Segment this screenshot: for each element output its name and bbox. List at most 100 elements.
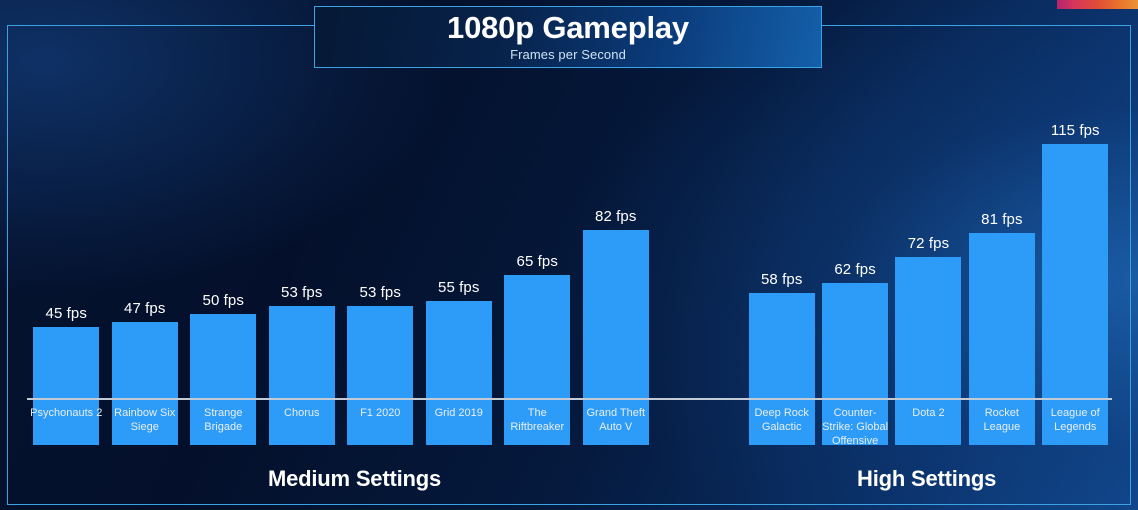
bar-column: 58 fps <box>745 115 818 445</box>
page-title: 1080p Gameplay <box>447 9 689 45</box>
bar <box>748 293 815 445</box>
bar <box>347 306 414 445</box>
chart-baseline-axis <box>27 398 1112 400</box>
bar-column: 45 fps <box>27 115 106 445</box>
bar-category-label-line: Counter- <box>833 407 877 419</box>
bar <box>268 306 335 445</box>
bar-cell: 65 fps The Riftbreaker <box>498 70 577 445</box>
bar-value-label: 58 fps <box>760 271 803 288</box>
bar-category-label-line: Riftbreaker <box>510 420 565 433</box>
bar-category-label-line: Grid 2019 <box>434 407 483 419</box>
bar-value-label: 53 fps <box>359 284 401 301</box>
bar-category-label: Rocket League <box>955 407 1049 435</box>
bar-category-label-line: Siege <box>130 420 159 433</box>
bar-category-label-line: Rocket <box>984 407 1019 419</box>
bar-category-label-line: Psychonauts 2 <box>30 407 103 419</box>
bar <box>425 301 492 445</box>
bar <box>582 230 649 445</box>
bar <box>1042 144 1109 445</box>
caption-medium-settings: Medium Settings <box>268 466 442 491</box>
bar-cell: 45 fps Psychonauts 2 <box>27 70 106 445</box>
bar <box>968 233 1035 445</box>
bar-cell: 55 fps Grid 2019 <box>420 70 499 445</box>
bar <box>895 257 962 445</box>
bar-column: 72 fps <box>892 115 965 445</box>
bar-category-label: Rainbow Six Siege <box>98 407 192 435</box>
bar-value-label: 81 fps <box>981 211 1023 228</box>
page-subtitle: Frames per Second <box>510 47 626 63</box>
bar-category-label: League of Legends <box>1028 407 1122 435</box>
bar-value-label: 53 fps <box>281 284 323 301</box>
bar-category-label-line: League of <box>1050 407 1100 419</box>
title-plate: 1080p Gameplay Frames per Second <box>314 6 822 68</box>
bar-cell: 53 fps F1 2020 <box>341 70 420 445</box>
bar-group-high-settings: 58 fps Deep Rock Galactic 62 fps Counter- Str… <box>745 70 1112 447</box>
bar-column: 81 fps <box>965 115 1038 445</box>
bar-category-label-line: Offensive <box>831 434 879 447</box>
bar-category-label-line: Strange <box>203 407 243 419</box>
bar-column: 55 fps <box>420 115 499 445</box>
fps-bar-chart: 45 fps Psychonauts 2 47 fps Rainbow Six Sieg… <box>27 70 1112 447</box>
bar-cell: 47 fps Rainbow Six Siege <box>106 70 185 445</box>
bar-value-label: 82 fps <box>595 208 637 225</box>
bar-value-label: 47 fps <box>124 300 166 317</box>
bar-category-label: Deep Rock Galactic <box>735 407 829 435</box>
bar-category-label: Counter- Strike: Global Offensive <box>808 407 902 448</box>
bar-value-label: 45 fps <box>45 305 87 322</box>
bar-category-label-line: Auto V <box>599 420 633 433</box>
bar-column: 82 fps <box>577 115 656 445</box>
bar-category-label-line: Strike: Global <box>822 420 889 433</box>
bar-category-label: F1 2020 <box>333 407 427 421</box>
bar-column: 115 fps <box>1039 115 1112 445</box>
bar <box>190 314 257 445</box>
chart-bar-groups: 45 fps Psychonauts 2 47 fps Rainbow Six Sieg… <box>27 70 1112 447</box>
brand-gradient-strip <box>1057 0 1138 9</box>
bar-category-label-line: The <box>527 407 547 419</box>
bar-value-label: 72 fps <box>907 235 950 252</box>
bar-value-label: 115 fps <box>1050 122 1100 139</box>
bar-column: 50 fps <box>184 115 263 445</box>
bar-category-label: Strange Brigade <box>176 407 270 435</box>
bar-value-label: 55 fps <box>438 279 480 296</box>
bar-category-label-line: Dota 2 <box>912 407 945 419</box>
bar-cell: 62 fps Counter- Strike: Global Offensive <box>818 70 891 447</box>
bar-category-label-line: Rainbow Six <box>114 407 176 419</box>
bar-group-spacer <box>655 70 745 445</box>
bar-category-label-line: League <box>983 420 1021 433</box>
bar <box>111 322 178 445</box>
bar-category-label-line: Galactic <box>761 420 802 433</box>
bar-category-label-line: Deep Rock <box>754 407 809 419</box>
caption-high-settings: High Settings <box>857 466 997 491</box>
bar-cell: 58 fps Deep Rock Galactic <box>745 70 818 445</box>
bar-category-label-line: F1 2020 <box>360 407 401 419</box>
bar-column: 53 fps <box>341 115 420 445</box>
bar-category-label-line: Chorus <box>284 407 320 419</box>
bar-cell: 115 fps League of Legends <box>1039 70 1112 445</box>
bar-category-label: Grid 2019 <box>412 407 506 421</box>
bar-category-label: The Riftbreaker <box>490 407 584 435</box>
bar-category-label-line: Brigade <box>204 420 243 433</box>
bar-group-medium-settings: 45 fps Psychonauts 2 47 fps Rainbow Six Sieg… <box>27 70 655 445</box>
bar-column: 62 fps <box>818 115 891 445</box>
bar-value-label: 62 fps <box>834 261 876 278</box>
bar <box>822 283 889 445</box>
bar-category-label: Grand Theft Auto V <box>569 407 663 435</box>
bar-cell: 72 fps Dota 2 <box>892 70 965 445</box>
bar-category-label: Psychonauts 2 <box>19 407 113 421</box>
bar-cell: 53 fps Chorus <box>263 70 342 445</box>
bar-column: 53 fps <box>263 115 342 445</box>
bar-value-label: 65 fps <box>516 253 558 270</box>
bar-cell: 82 fps Grand Theft Auto V <box>577 70 656 445</box>
bar-cell: 50 fps Strange Brigade <box>184 70 263 445</box>
bar <box>504 275 571 445</box>
bar-column: 65 fps <box>498 115 577 445</box>
bar-value-label: 50 fps <box>202 292 244 309</box>
bar-category-label: Dota 2 <box>881 407 975 421</box>
bar-cell: 81 fps Rocket League <box>965 70 1038 445</box>
bar-column: 47 fps <box>106 115 185 445</box>
bar-category-label-line: Legends <box>1054 420 1097 433</box>
bar-category-label: Chorus <box>255 407 349 421</box>
bar-category-label-line: Grand Theft <box>586 407 646 419</box>
bar <box>33 327 100 445</box>
